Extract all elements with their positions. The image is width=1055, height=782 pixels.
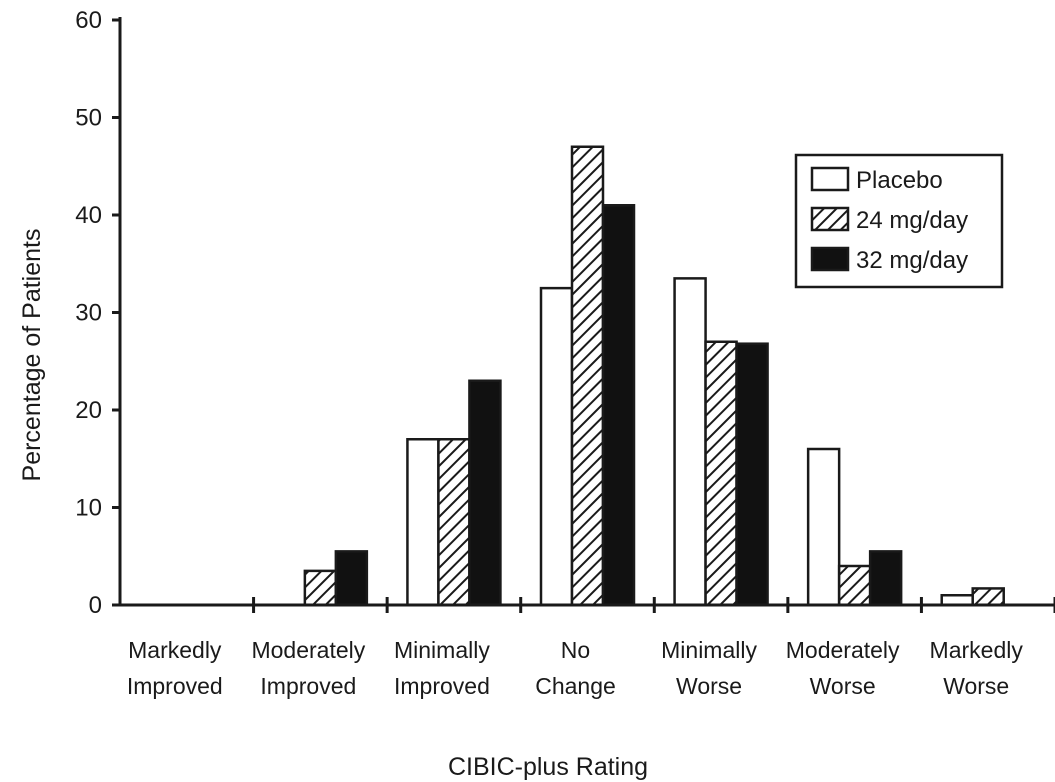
legend: Placebo 24 mg/day 32 mg/day <box>794 153 1004 289</box>
bar-hatched-6 <box>971 587 1005 607</box>
legend-swatch-empty <box>810 166 850 192</box>
bar-solid-2 <box>468 379 502 607</box>
legend-swatch-solid <box>810 246 850 272</box>
y-tick-label: 30 <box>75 300 102 327</box>
x-tick-label: Worse <box>810 673 876 699</box>
bar-hatched-1 <box>303 569 338 607</box>
legend-label: 32 mg/day <box>856 247 968 274</box>
legend-label: Placebo <box>856 167 943 194</box>
x-tick-label: Moderately <box>786 637 900 663</box>
legend-swatch-hatched <box>810 206 850 232</box>
bar-empty-3 <box>539 286 574 607</box>
bar-hatched-3 <box>570 145 605 607</box>
x-tick-label: Minimally <box>394 637 490 663</box>
y-tick-label: 40 <box>75 202 102 229</box>
bar-hatched-2 <box>437 438 471 607</box>
bar-empty-4 <box>673 277 707 607</box>
x-tick-label: Change <box>535 673 616 699</box>
y-axis-title: Percentage of Patients <box>18 229 46 482</box>
x-tick-label: Improved <box>127 673 223 699</box>
bar-hatched-5 <box>837 564 872 607</box>
axes <box>118 17 1055 613</box>
bar-hatched-4 <box>704 340 738 607</box>
y-axis-ticks: 0 10 20 30 40 50 60 <box>75 7 120 619</box>
y-tick-label: 60 <box>75 7 102 34</box>
y-tick-label: 20 <box>75 397 102 424</box>
x-tick-label: Improved <box>260 673 356 699</box>
legend-label: 24 mg/day <box>856 207 968 234</box>
y-tick-label: 0 <box>89 592 102 619</box>
y-tick-label: 50 <box>75 105 102 132</box>
bar-empty-5 <box>806 447 841 607</box>
y-tick-label: 10 <box>75 495 102 522</box>
bar-solid-3 <box>601 204 636 607</box>
x-tick-label: Improved <box>394 673 490 699</box>
x-axis-labels: Markedly Improved Moderately Improved Minima… <box>127 637 1024 699</box>
x-tick-label: No <box>561 637 590 663</box>
x-tick-label: Minimally <box>661 637 757 663</box>
x-tick-label: Markedly <box>930 637 1024 663</box>
bar-solid-1 <box>334 550 369 607</box>
bar-solid-5 <box>868 550 903 607</box>
bar-empty-2 <box>406 438 440 607</box>
bar-solid-4 <box>735 342 769 607</box>
x-axis-title: CIBIC-plus Rating <box>448 753 648 781</box>
x-tick-label: Markedly <box>128 637 222 663</box>
x-tick-label: Moderately <box>251 637 365 663</box>
x-tick-label: Worse <box>676 673 742 699</box>
x-tick-label: Worse <box>943 673 1009 699</box>
